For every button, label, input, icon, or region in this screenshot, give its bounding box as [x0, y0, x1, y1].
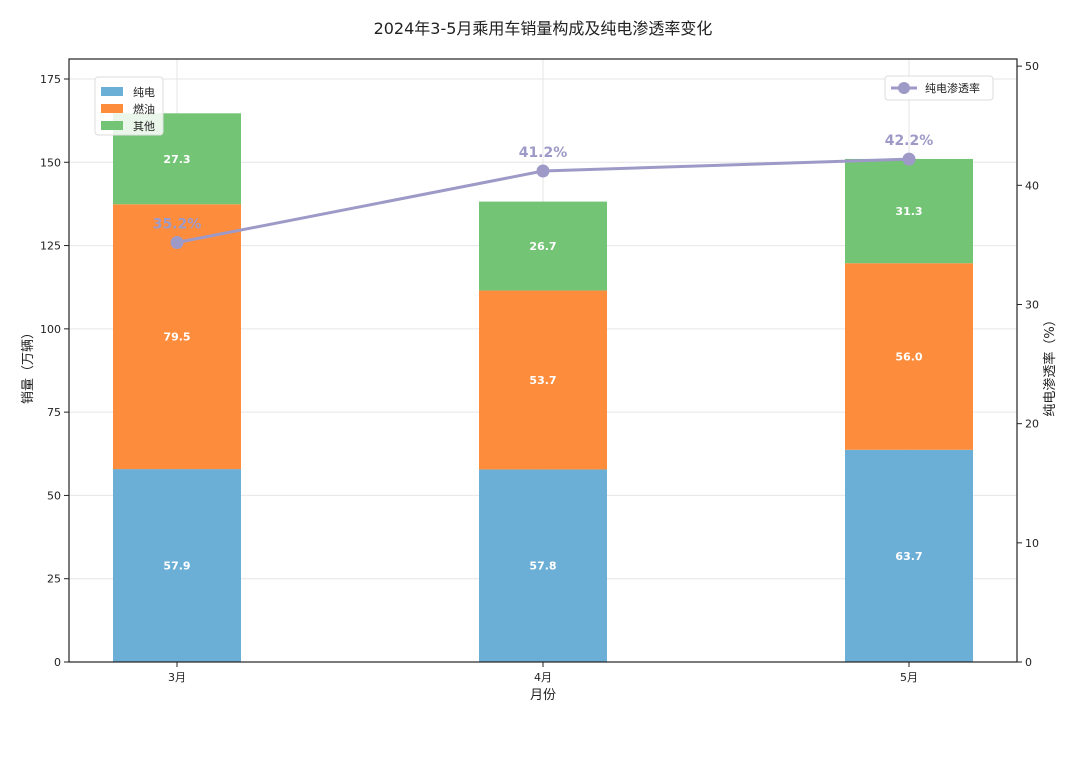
y-tick-label: 150 [40, 156, 61, 169]
penetration-label: 35.2% [153, 217, 202, 233]
x-axis-label: 月份 [530, 688, 556, 703]
y2-tick-label: 40 [1025, 179, 1039, 192]
legend-swatch [101, 87, 123, 96]
bar-segment [479, 201, 607, 291]
penetration-label: 41.2% [519, 145, 568, 161]
penetration-point [536, 164, 550, 178]
y2-tick-label: 10 [1025, 537, 1039, 550]
bar-segment [479, 290, 607, 470]
bar-segment [845, 449, 973, 662]
legend-label: 燃油 [133, 102, 155, 116]
legend-label: 纯电渗透率 [925, 81, 980, 95]
y-tick-label: 25 [47, 573, 61, 586]
bar-value-label: 63.7 [895, 550, 922, 563]
bar-value-label: 31.3 [895, 205, 922, 218]
x-tick-label: 3月 [168, 671, 186, 684]
axis-layer: 0 25 50 75 100 125 150 175 0 10 20 30 40 50 3月 4月 5月 [40, 58, 1039, 684]
bar-segment [479, 469, 607, 662]
y-tick-label: 175 [40, 73, 61, 86]
bar-layer [113, 113, 973, 662]
legend-label: 纯电 [133, 86, 155, 99]
chart-title: 2024年3-5月乘用车销量构成及纯电渗透率变化 [374, 19, 713, 38]
bar-segment [113, 469, 241, 662]
bar-value-label: 57.9 [163, 560, 190, 573]
bar-value-label: 53.7 [529, 374, 556, 387]
bar-value-label: 27.3 [163, 153, 190, 166]
legend-marker [898, 82, 910, 94]
legend-line: 纯电渗透率 [884, 75, 994, 101]
penetration-point [170, 236, 184, 250]
y-axis-label: 销量（万辆） [21, 326, 36, 404]
y2-axis-label: 纯电渗透率（%） [1042, 313, 1058, 416]
legend-box [884, 75, 994, 101]
y2-tick-label: 30 [1025, 298, 1039, 311]
line-layer: 35.2% 41.2% 42.2% [153, 133, 934, 250]
y-tick-label: 125 [40, 240, 61, 253]
bar-value-label: 79.5 [163, 331, 190, 344]
x-tick-label: 5月 [900, 671, 918, 684]
y-tick-label: 50 [47, 489, 61, 502]
legend-swatch [101, 121, 123, 130]
bar-value-label: 56.0 [895, 351, 922, 364]
y2-tick-label: 0 [1025, 656, 1032, 669]
bar-label-layer: 57.9 79.5 27.3 57.8 53.7 26.7 63.7 56.0 31.3 [163, 153, 922, 573]
y-tick-label: 0 [54, 656, 61, 669]
bar-segment [845, 158, 973, 264]
legend-swatch [101, 104, 123, 113]
y2-tick-label: 20 [1025, 418, 1039, 431]
bar-segment [845, 263, 973, 450]
bar-value-label: 26.7 [529, 240, 556, 253]
y-tick-label: 75 [47, 406, 61, 419]
bar-value-label: 57.8 [529, 560, 556, 573]
penetration-point [902, 152, 916, 166]
y-tick-label: 100 [40, 323, 61, 336]
x-tick-label: 4月 [534, 671, 552, 684]
penetration-label: 42.2% [885, 133, 934, 149]
y2-tick-label: 50 [1025, 60, 1039, 73]
legend-label: 其他 [133, 120, 155, 133]
